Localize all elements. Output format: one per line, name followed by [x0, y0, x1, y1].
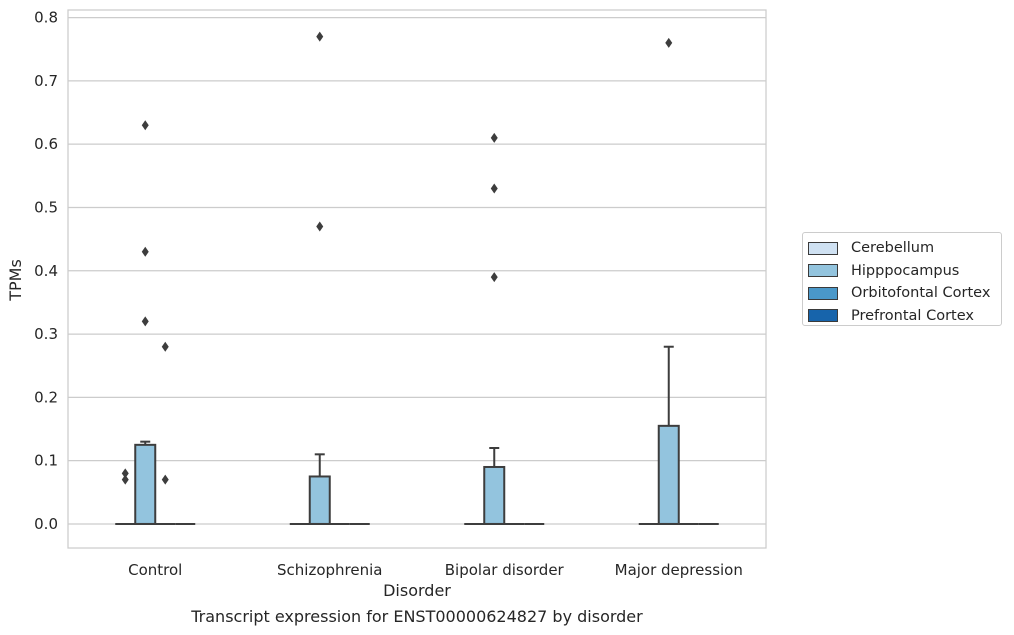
- outlier-point: [161, 474, 169, 485]
- outlier-point: [316, 31, 324, 42]
- x-axis-ticks: Control Schizophrenia Bipolar disorder Majo…: [128, 561, 743, 579]
- legend-label: Prefrontal Cortex: [851, 307, 974, 324]
- outlier-point: [141, 316, 149, 327]
- legend-swatch: [808, 309, 838, 323]
- x-tick-label: Bipolar disorder: [445, 561, 565, 579]
- x-tick-label: Schizophrenia: [277, 561, 382, 579]
- box-1-1: [308, 31, 331, 525]
- y-tick-label: 0.8: [34, 9, 58, 27]
- y-tick-label: 0.0: [34, 515, 58, 533]
- y-axis-ticks: 0.0 0.1 0.2 0.3 0.4 0.5 0.6 0.7 0.8: [34, 9, 58, 533]
- x-tick-label: Major depression: [615, 561, 743, 579]
- chart-title: Transcript expression for ENST0000062482…: [190, 607, 643, 626]
- outlier-point: [490, 132, 498, 143]
- legend-swatch: [808, 241, 838, 255]
- legend-swatch: [808, 286, 838, 300]
- y-tick-label: 0.3: [34, 325, 58, 343]
- box: [134, 443, 157, 525]
- y-axis-label: TPMs: [6, 259, 25, 302]
- box-1-0: [134, 120, 157, 525]
- outlier-point: [141, 246, 149, 257]
- plot-frame: [67, 9, 767, 549]
- legend-item: Hipppocampus: [808, 260, 1001, 283]
- outlier-point: [490, 272, 498, 283]
- outlier-point: [316, 221, 324, 232]
- outlier-point: [141, 120, 149, 131]
- box-0-0: [115, 468, 136, 525]
- outlier-point: [121, 468, 129, 479]
- outlier-point: [161, 341, 169, 352]
- box: [657, 424, 680, 525]
- legend: Cerebellum Hipppocampus Orbitofontal Corte…: [802, 232, 1002, 326]
- box-1-2: [483, 132, 506, 525]
- y-tick-label: 0.5: [34, 198, 58, 216]
- outlier-point: [490, 183, 498, 194]
- box: [483, 465, 506, 525]
- box: [308, 475, 331, 525]
- outlier-point: [121, 474, 129, 485]
- y-tick-label: 0.4: [34, 262, 58, 280]
- legend-label: Orbitofontal Cortex: [851, 285, 991, 302]
- box-1-3: [657, 37, 680, 525]
- grid-lines: [68, 16, 766, 525]
- legend-label: Hipppocampus: [851, 262, 960, 279]
- legend-swatch: [808, 264, 838, 278]
- legend-item: Prefrontal Cortex: [808, 305, 1001, 328]
- legend-item: Orbitofontal Cortex: [808, 282, 1001, 305]
- y-tick-label: 0.2: [34, 388, 58, 406]
- legend-label: Cerebellum: [851, 240, 935, 257]
- x-axis-label: Disorder: [383, 581, 451, 600]
- y-tick-label: 0.6: [34, 135, 58, 153]
- x-tick-label: Control: [128, 561, 182, 579]
- box-2-0: [155, 341, 176, 525]
- y-tick-label: 0.7: [34, 72, 58, 90]
- legend-item: Cerebellum: [808, 237, 1001, 260]
- outlier-point: [665, 37, 673, 48]
- box-plot-marks: [115, 31, 719, 525]
- y-tick-label: 0.1: [34, 452, 58, 470]
